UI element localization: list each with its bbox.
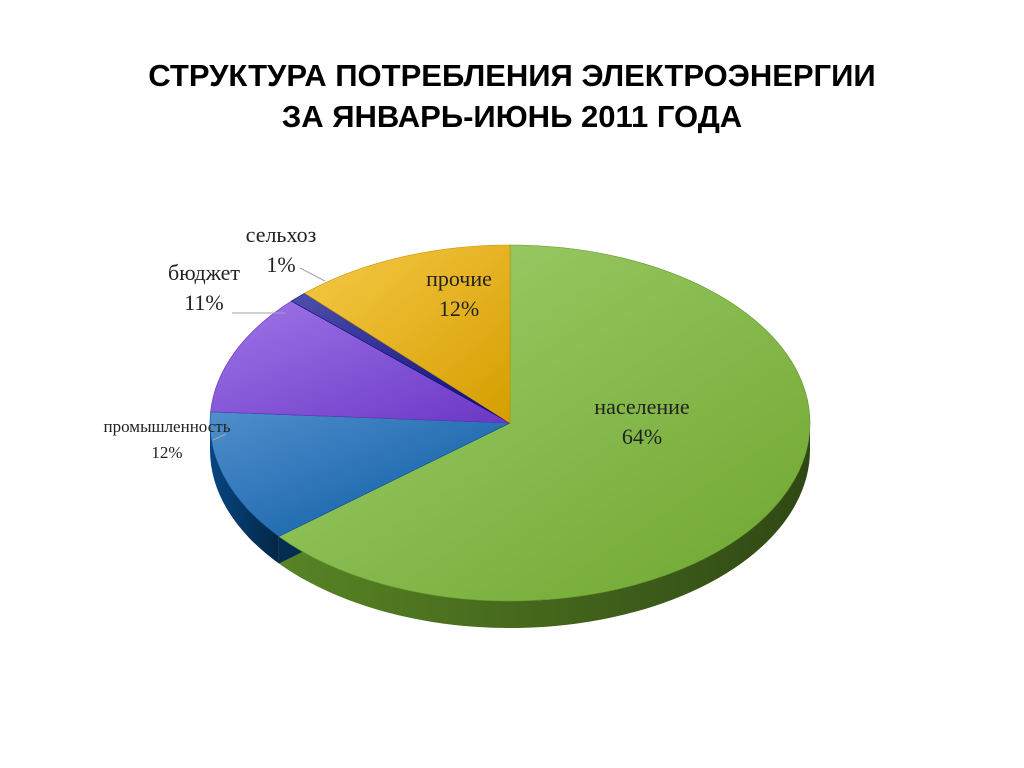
slice-2: [210, 300, 511, 424]
slice-4-name-label: прочие: [426, 266, 492, 291]
slice-4: [304, 244, 511, 424]
slice-labels: население 64% промышленность 12% бюджет 11% се…: [104, 222, 690, 462]
slice-3-name-label: сельхоз: [246, 222, 317, 247]
slice-1: [209, 411, 511, 537]
slice-0-side: [278, 423, 810, 628]
slice-1-name-label: промышленность: [104, 417, 231, 436]
leader-lines: [212, 267, 326, 441]
slice-0-value-label: 64%: [622, 424, 662, 449]
slice-2-name-label: бюджет: [168, 260, 240, 285]
slice-0: [278, 244, 811, 602]
pie-top: [209, 244, 811, 602]
slice-1-value-label: 12%: [151, 443, 182, 462]
title-line-1: СТРУКТУРА ПОТРЕБЛЕНИЯ ЭЛЕКТРОЭНЕРГИИ: [148, 58, 876, 93]
slice-1-side: [210, 423, 279, 564]
slice-2-value-label: 11%: [184, 290, 224, 315]
slide-title: СТРУКТУРА ПОТРЕБЛЕНИЯ ЭЛЕКТРОЭНЕРГИИ ЗА …: [0, 55, 1024, 137]
slice-3-leader-line: [299, 267, 326, 282]
slice-0-name-label: население: [594, 394, 689, 419]
slice-3-value-label: 1%: [266, 252, 295, 277]
slice-4-value-label: 12%: [439, 296, 479, 321]
slice-1-leader-line: [212, 433, 227, 441]
title-line-2: ЗА ЯНВАРЬ-ИЮНЬ 2011 ГОДА: [281, 99, 743, 134]
